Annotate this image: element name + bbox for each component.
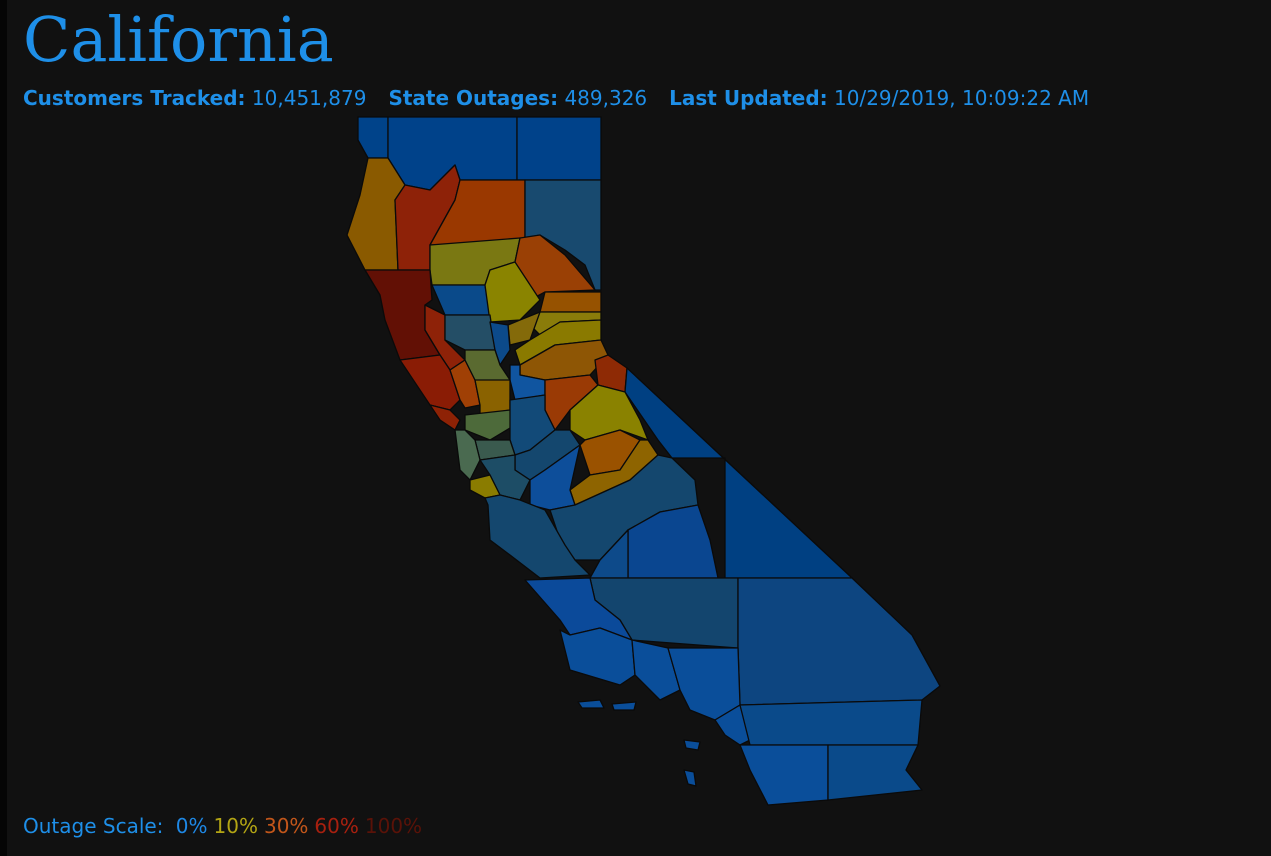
county[interactable] bbox=[827, 744, 923, 801]
county[interactable] bbox=[611, 701, 637, 711]
county[interactable] bbox=[357, 116, 389, 159]
outage-scale: Outage Scale: 0% 10% 30% 60% 100% bbox=[23, 813, 428, 839]
county[interactable] bbox=[484, 494, 591, 579]
scale-level: 30% bbox=[263, 814, 309, 838]
stat-value: 489,326 bbox=[564, 86, 648, 110]
county[interactable] bbox=[714, 704, 751, 746]
stat-label: Last Updated: bbox=[669, 86, 828, 110]
county[interactable] bbox=[516, 116, 602, 181]
county[interactable] bbox=[577, 699, 605, 709]
scale-level: 0% bbox=[175, 814, 208, 838]
stat: State Outages: 489,326 bbox=[388, 86, 647, 110]
county[interactable] bbox=[667, 647, 741, 721]
county[interactable] bbox=[683, 739, 701, 751]
stat-label: State Outages: bbox=[388, 86, 559, 110]
county[interactable] bbox=[431, 284, 491, 316]
county[interactable] bbox=[737, 577, 941, 706]
county[interactable] bbox=[507, 311, 541, 346]
stat: Customers Tracked: 10,451,879 bbox=[23, 86, 366, 110]
county[interactable] bbox=[559, 627, 636, 686]
scale-level: 100% bbox=[364, 814, 423, 838]
edge bbox=[0, 0, 7, 856]
county[interactable] bbox=[429, 404, 461, 431]
county[interactable] bbox=[464, 409, 516, 441]
stat-label: Customers Tracked: bbox=[23, 86, 246, 110]
county[interactable] bbox=[539, 291, 602, 313]
county[interactable] bbox=[739, 744, 829, 806]
county[interactable] bbox=[739, 699, 923, 746]
stats-bar: Customers Tracked: 10,451,879 State Outag… bbox=[23, 85, 1111, 111]
county[interactable] bbox=[474, 379, 511, 416]
county[interactable] bbox=[444, 314, 496, 351]
stat: Last Updated: 10/29/2019, 10:09:22 AM bbox=[669, 86, 1089, 110]
county[interactable] bbox=[454, 429, 481, 481]
stat-value: 10,451,879 bbox=[251, 86, 367, 110]
county[interactable] bbox=[631, 639, 681, 701]
scale-level: 10% bbox=[213, 814, 258, 838]
stat-value: 10/29/2019, 10:09:22 AM bbox=[834, 86, 1090, 110]
title: California bbox=[23, 3, 334, 76]
scale-level: 60% bbox=[314, 814, 359, 838]
scale-label: Outage Scale: bbox=[23, 814, 164, 838]
county[interactable] bbox=[489, 321, 511, 366]
county[interactable] bbox=[683, 769, 697, 787]
